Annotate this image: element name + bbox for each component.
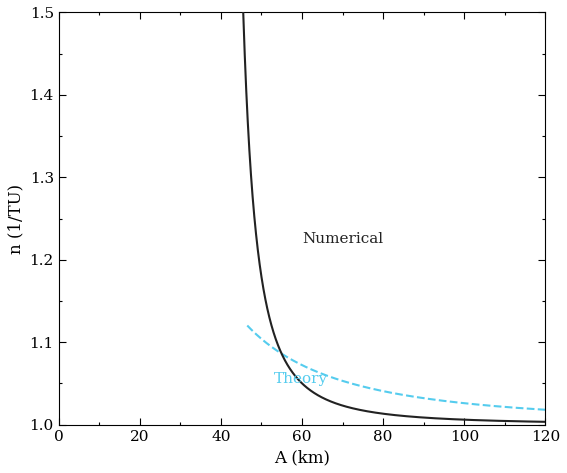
Text: Theory: Theory [274,372,328,386]
Text: Numerical: Numerical [302,232,383,246]
Y-axis label: n (1/TU): n (1/TU) [7,184,24,254]
X-axis label: A (km): A (km) [274,449,330,466]
